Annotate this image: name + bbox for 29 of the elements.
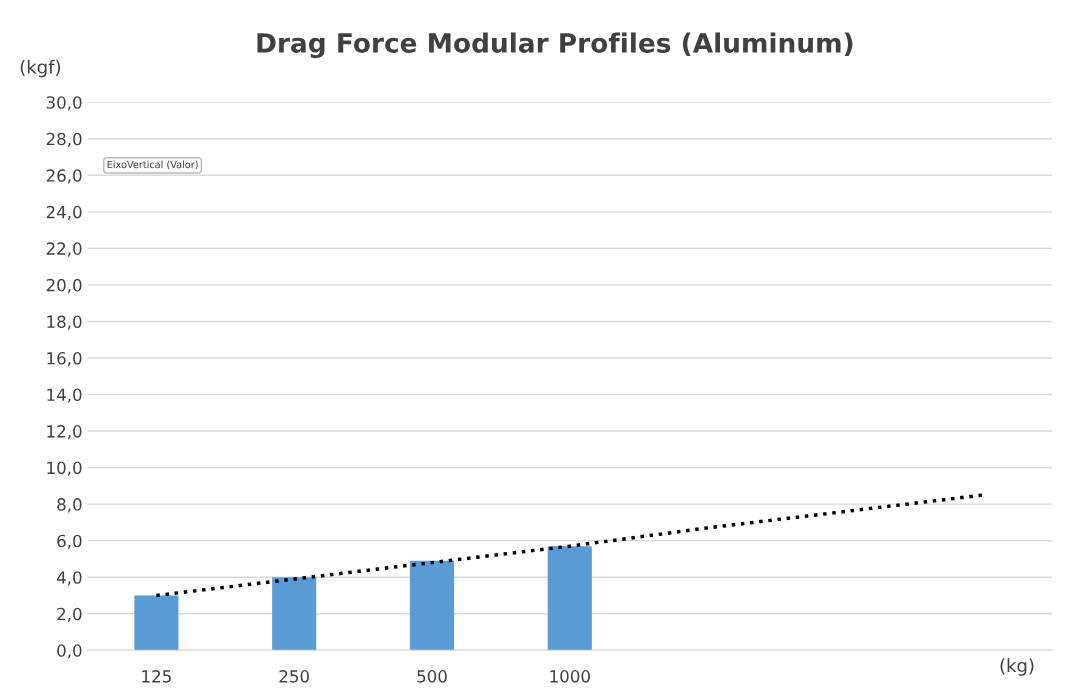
y-tick-label: 22,0: [46, 242, 82, 257]
bar: [409, 560, 455, 651]
y-tick-label: 6,0: [57, 534, 82, 549]
y-tick-label: 20,0: [46, 278, 82, 294]
x-tick-label: 1000: [550, 670, 590, 683]
y-axis-title: (kgf): [20, 59, 61, 78]
y-tick-label: 0,0: [57, 644, 82, 659]
y-tick-label: 26,0: [46, 169, 82, 184]
bar: [547, 546, 592, 651]
chart-title: Drag Force Modular Profiles (Aluminum): [257, 32, 853, 59]
bar: [134, 595, 179, 651]
y-tick-label: 16,0: [47, 351, 82, 367]
y-tick-label: 30,0: [46, 96, 82, 111]
y-tick-label: 8,0: [57, 498, 82, 513]
y-tick-label: 24,0: [46, 205, 82, 221]
x-tick-label: 500: [417, 670, 447, 683]
annotation: EixoVertical (Valor): [107, 160, 198, 170]
bar: [272, 577, 317, 651]
x-axis-title: (kg): [1000, 658, 1034, 676]
y-tick-label: 28,0: [46, 132, 82, 148]
line-series: [154, 493, 985, 598]
y-tick-label: 10,0: [47, 461, 82, 476]
y-tick-label: 4,0: [56, 571, 82, 586]
x-tick-label: 125: [142, 670, 171, 683]
y-tick-label: 2,0: [57, 607, 82, 623]
y-tick-label: 14,0: [47, 388, 82, 403]
y-tick-label: 18,0: [47, 315, 82, 330]
x-tick-label: 250: [279, 670, 309, 683]
y-tick-label: 12,0: [47, 425, 82, 440]
